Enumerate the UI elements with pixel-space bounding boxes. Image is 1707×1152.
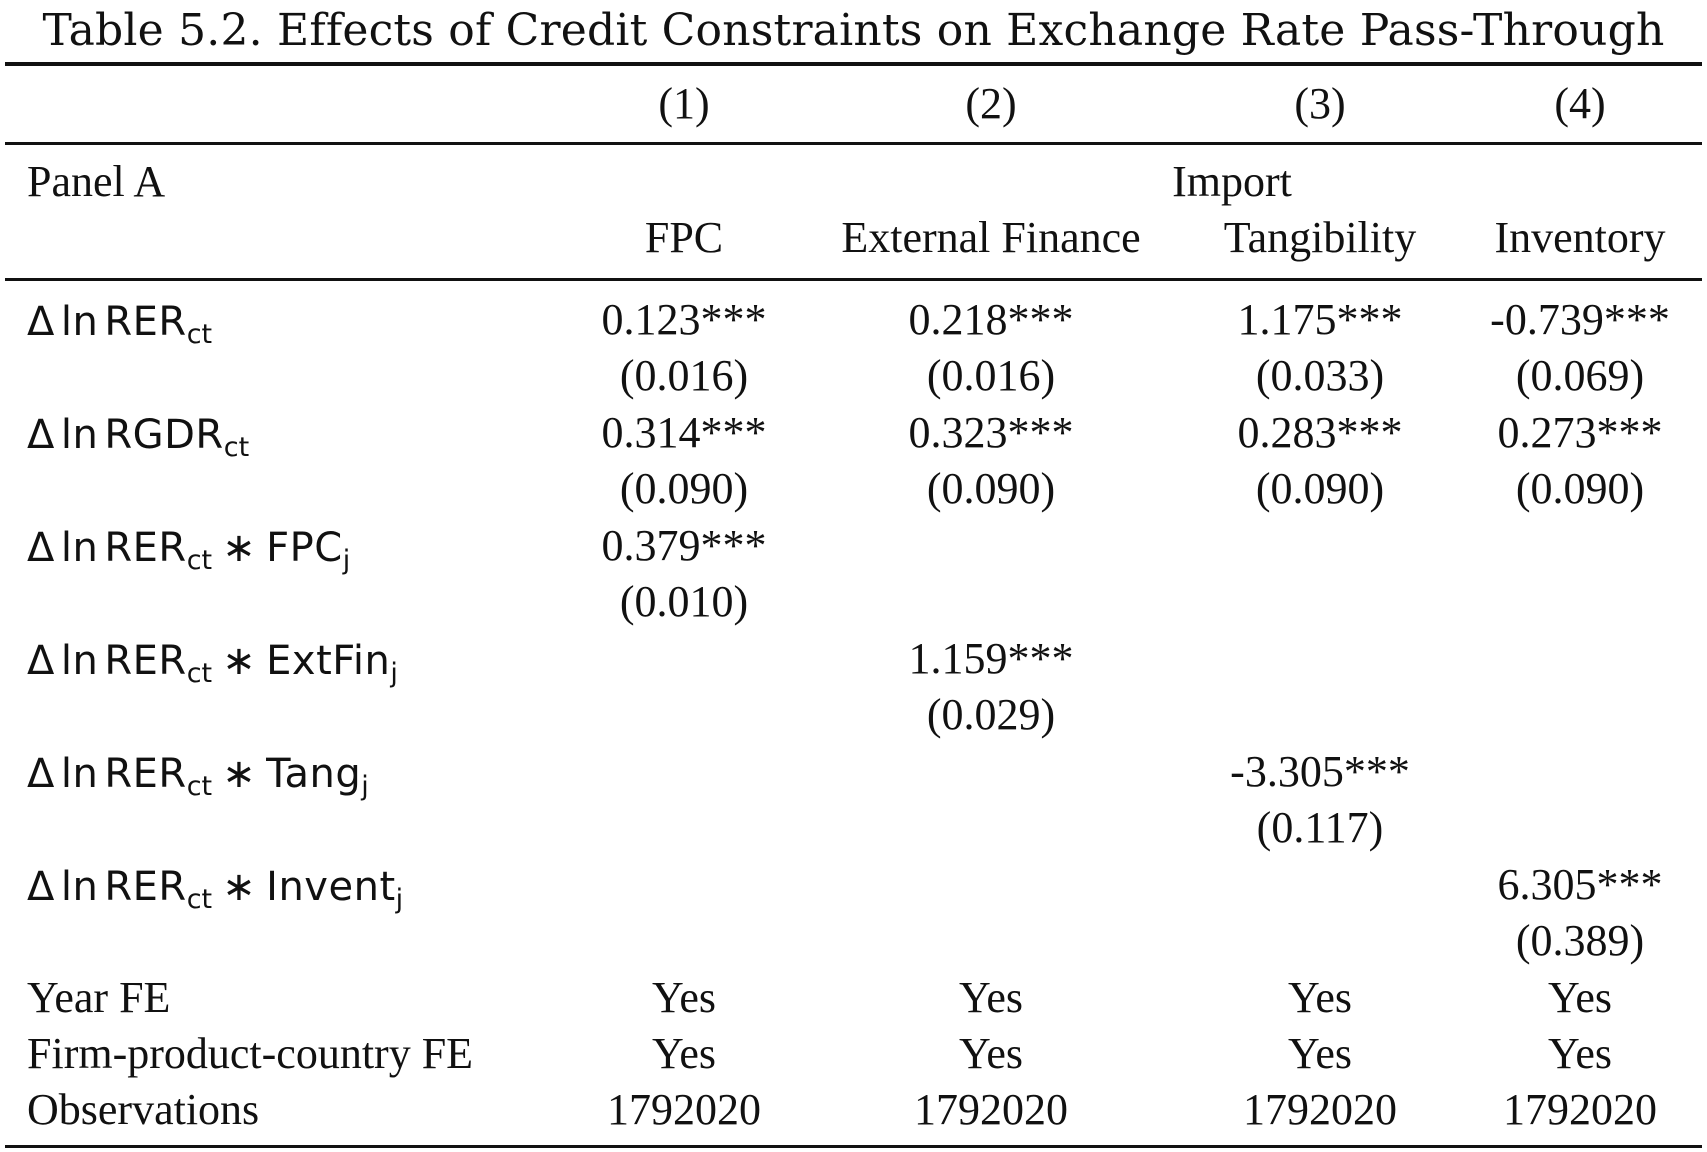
delta-symbol: Δ [27, 525, 55, 571]
footer-row-value: Yes [1547, 973, 1613, 1022]
interaction-subscript: j [342, 545, 351, 576]
footer-row-label: Observations [27, 1085, 260, 1134]
footer-row-value: Yes [1287, 1029, 1353, 1078]
column-number-header: (2) [965, 79, 1017, 128]
variable-name: RER [104, 525, 187, 571]
standard-error-cell: (0.090) [926, 464, 1056, 513]
interaction-variable: ExtFin [266, 638, 391, 684]
column-subheader: FPC [644, 213, 724, 262]
interaction-subscript: j [395, 884, 404, 915]
coefficient-cell: 6.305*** [1497, 860, 1663, 909]
standard-error-cell: (0.010) [619, 577, 749, 626]
delta-symbol: Δ [27, 412, 55, 458]
coefficient-cell: -3.305*** [1230, 747, 1410, 796]
delta-symbol: Δ [27, 299, 55, 345]
variable-name: RGDR [104, 412, 224, 458]
column-subheader: External Finance [841, 213, 1141, 262]
footer-row-value: 1792020 [607, 1085, 761, 1134]
coefficient-cell: 0.218*** [908, 295, 1074, 344]
ln-operator: ln [60, 412, 99, 458]
coefficient-cell: 0.314*** [601, 408, 767, 457]
variable-name: RER [104, 299, 187, 345]
footer-row-label: Firm-product-country FE [27, 1029, 474, 1078]
variable-subscript: ct [186, 319, 213, 350]
interaction-operator: ∗ [222, 751, 257, 797]
standard-error-cell: (0.016) [926, 351, 1056, 400]
footer-row-value: 1792020 [1503, 1085, 1657, 1134]
standard-error-cell: (0.069) [1515, 351, 1645, 400]
footer-row-value: Yes [651, 973, 717, 1022]
interaction-variable: Tang [266, 751, 362, 797]
interaction-variable: Invent [266, 864, 396, 910]
standard-error-cell: (0.117) [1256, 803, 1384, 852]
footer-row-value: Yes [1287, 973, 1353, 1022]
coefficient-cell: 0.283*** [1237, 408, 1403, 457]
header-rule [5, 142, 1702, 145]
ln-operator: ln [60, 864, 99, 910]
subheader-rule [5, 278, 1702, 281]
standard-error-cell: (0.029) [926, 690, 1056, 739]
top-rule [5, 62, 1702, 66]
footer-row-value: Yes [1547, 1029, 1613, 1078]
coefficient-cell: 0.273*** [1497, 408, 1663, 457]
interaction-operator: ∗ [222, 864, 257, 910]
standard-error-cell: (0.090) [1255, 464, 1385, 513]
variable-subscript: ct [186, 658, 213, 689]
footer-row-value: Yes [651, 1029, 717, 1078]
variable-name: RER [104, 751, 187, 797]
group-header: Import [1172, 157, 1292, 206]
standard-error-cell: (0.016) [619, 351, 749, 400]
footer-row-value: 1792020 [914, 1085, 1068, 1134]
bottom-rule [5, 1145, 1702, 1148]
coefficient-cell: 1.159*** [908, 634, 1074, 683]
interaction-operator: ∗ [222, 638, 257, 684]
standard-error-cell: (0.090) [619, 464, 749, 513]
coefficient-cell: -0.739*** [1490, 295, 1670, 344]
delta-symbol: Δ [27, 864, 55, 910]
coefficient-cell: 0.379*** [601, 521, 767, 570]
standard-error-cell: (0.033) [1255, 351, 1385, 400]
interaction-subscript: j [361, 771, 369, 802]
ln-operator: ln [60, 299, 99, 345]
footer-row-value: Yes [958, 973, 1024, 1022]
footer-row-value: Yes [958, 1029, 1024, 1078]
interaction-subscript: j [390, 658, 398, 689]
ln-operator: ln [60, 638, 99, 684]
footer-row-label: Year FE [27, 973, 171, 1022]
column-number-header: (1) [658, 79, 710, 128]
coefficient-cell: 0.323*** [908, 408, 1074, 457]
footer-row-value: 1792020 [1243, 1085, 1397, 1134]
variable-name: RER [104, 864, 187, 910]
variable-subscript: ct [186, 771, 213, 802]
coefficient-cell: 1.175*** [1237, 295, 1403, 344]
column-number-header: (4) [1554, 79, 1606, 128]
column-subheader: Tangibility [1223, 213, 1417, 262]
standard-error-cell: (0.389) [1515, 916, 1645, 965]
variable-subscript: ct [223, 432, 250, 463]
coefficient-cell: 0.123*** [601, 295, 767, 344]
table-title: Table 5.2. Effects of Credit Constraints… [42, 5, 1665, 56]
interaction-operator: ∗ [222, 525, 257, 571]
variable-name: RER [104, 638, 187, 684]
delta-symbol: Δ [27, 751, 55, 797]
delta-symbol: Δ [27, 638, 55, 684]
interaction-variable: FPC [266, 525, 343, 571]
panel-label: Panel A [27, 157, 166, 206]
variable-subscript: ct [186, 884, 213, 915]
ln-operator: ln [60, 751, 99, 797]
ln-operator: ln [60, 525, 99, 571]
variable-subscript: ct [186, 545, 213, 576]
column-number-header: (3) [1294, 79, 1346, 128]
standard-error-cell: (0.090) [1515, 464, 1645, 513]
column-subheader: Inventory [1494, 213, 1666, 262]
